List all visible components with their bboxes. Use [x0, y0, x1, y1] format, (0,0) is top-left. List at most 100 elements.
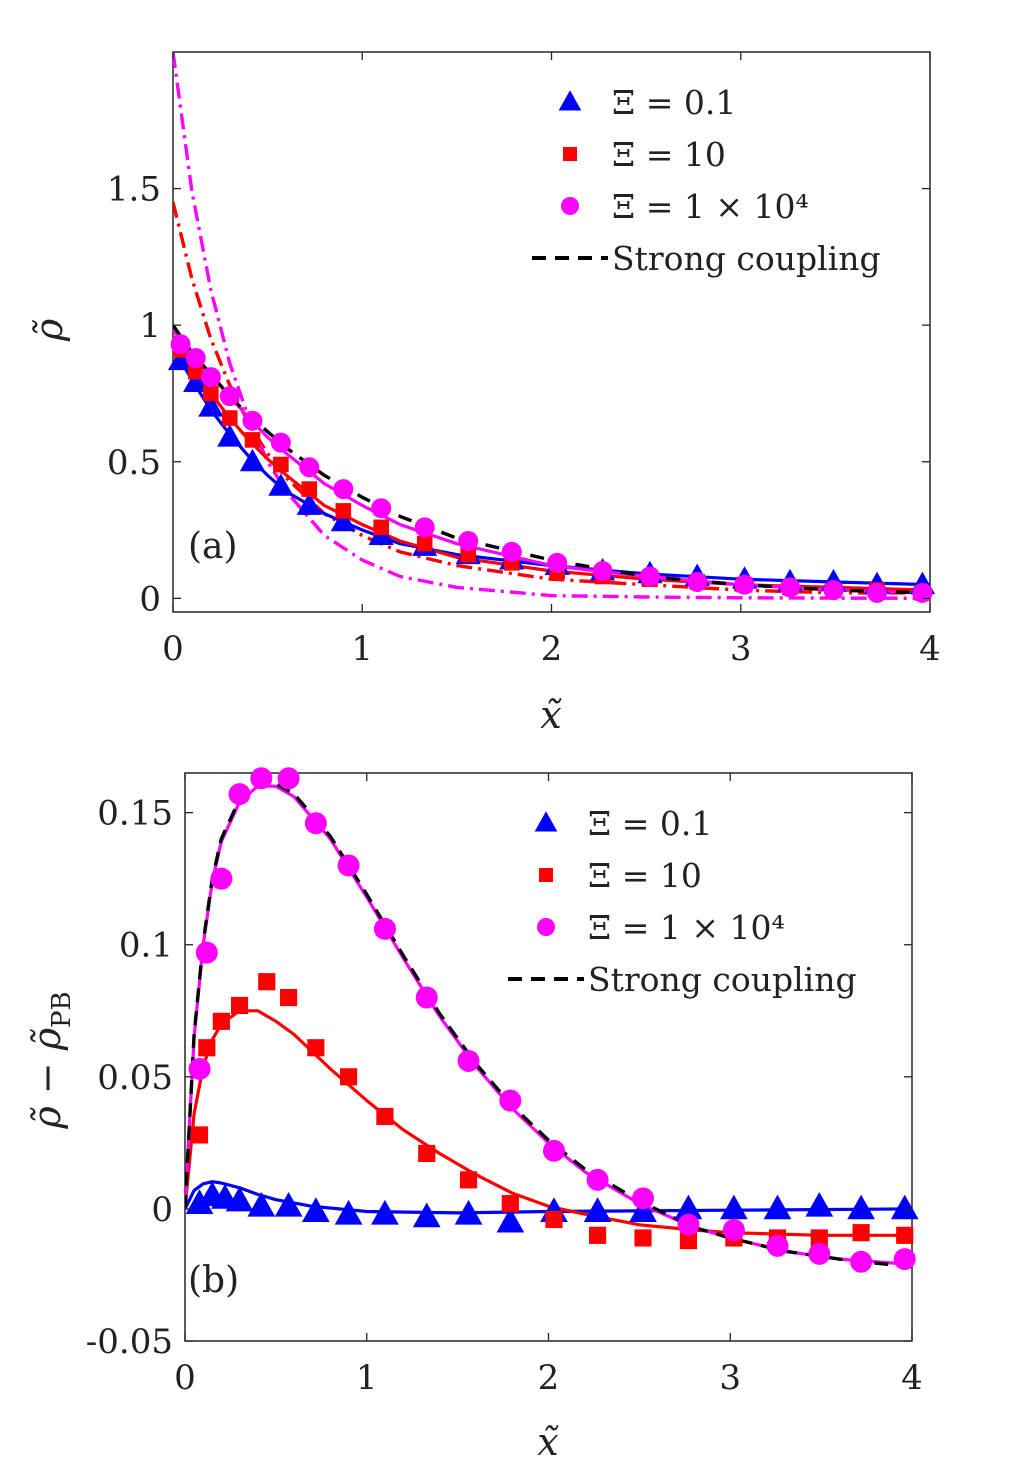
b-point-xi_0_1	[247, 1191, 276, 1217]
a-legend-swatch-xi_1e4	[561, 197, 579, 215]
a-point-xi_1e4	[639, 566, 660, 587]
b-point-xi_0_1	[496, 1207, 525, 1233]
a-point-xi_1e4	[371, 498, 392, 519]
b-point-xi_0_1	[674, 1194, 703, 1220]
a-point-xi_0_1	[198, 394, 224, 417]
b-point-xi_1e4	[808, 1242, 831, 1265]
b-point-xi_0_1	[334, 1199, 363, 1225]
panel-a-ylabel: ρ̃	[27, 318, 71, 342]
b-point-xi_0_1	[371, 1199, 399, 1225]
a-point-xi_1e4	[414, 517, 435, 538]
a-ytick-label: 1	[139, 306, 161, 346]
a-point-xi_10	[301, 481, 318, 497]
b-point-xi_10	[852, 1224, 870, 1242]
panel-b-ylabel-main: ρ̃ − ρ̃	[25, 1027, 69, 1129]
b-xtick-label: 4	[901, 1358, 923, 1398]
b-point-xi_10	[588, 1226, 607, 1244]
b-point-xi_10	[679, 1232, 698, 1250]
a-point-xi_10	[221, 410, 238, 426]
legend-a-label-xi-1e4: Ξ = 1 × 10⁴	[612, 187, 809, 226]
legend-b-label-xi-0-1: Ξ = 0.1	[588, 804, 712, 843]
a-point-xi_10	[273, 456, 289, 473]
b-point-xi_1e4	[277, 767, 300, 790]
a-point-xi_1e4	[779, 577, 800, 598]
panel-b-ylabel: ρ̃ − ρ̃PB	[25, 991, 77, 1129]
a-point-xi_0_1	[167, 347, 194, 371]
b-curve-strong-dashed	[185, 781, 912, 1269]
b-legend-swatch-xi_0_1	[534, 811, 558, 832]
a-point-xi_10	[187, 363, 204, 380]
b-point-xi_1e4	[228, 783, 251, 806]
b-point-xi_1e4	[632, 1187, 655, 1210]
a-point-xi_1e4	[200, 367, 221, 388]
b-curve-xi_1e4-solid	[185, 784, 912, 1266]
b-point-xi_1e4	[195, 941, 218, 964]
b-ytick-label: 0.05	[97, 1058, 173, 1098]
a-point-xi_1e4	[299, 457, 320, 478]
b-point-xi_1e4	[766, 1234, 789, 1257]
b-point-xi_1e4	[499, 1089, 522, 1112]
a-point-xi_10	[460, 546, 477, 563]
a-legend-swatch-xi_10	[562, 146, 578, 162]
b-ytick-label: -0.05	[86, 1322, 173, 1362]
b-xtick-label: 2	[538, 1358, 560, 1398]
panel-b-ylabel-sub: PB	[47, 991, 77, 1028]
legend-b-label-strong: Strong coupling	[588, 960, 857, 999]
a-point-xi_10	[335, 503, 352, 519]
b-point-xi_0_1	[720, 1194, 748, 1220]
b-point-xi_10	[307, 1039, 325, 1057]
b-point-xi_1e4	[210, 867, 233, 890]
a-point-xi_1e4	[592, 561, 613, 582]
panel-a-label: (a)	[188, 526, 238, 567]
legend-b-label-xi-1e4: Ξ = 1 × 10⁴	[588, 908, 785, 947]
a-point-xi_1e4	[170, 334, 191, 355]
b-point-xi_10	[339, 1068, 358, 1086]
b-point-xi_10	[418, 1144, 436, 1163]
panel-a: 0 1 2 3 4 0 0.5 1 1.5 (a) x̃ ρ̃ Ξ = 0.1 Ξ = 10 Ξ…	[27, 51, 941, 737]
a-point-xi_1e4	[242, 410, 263, 431]
b-point-xi_0_1	[302, 1197, 330, 1222]
b-point-xi_0_1	[225, 1186, 254, 1212]
b-point-xi_1e4	[586, 1168, 609, 1191]
a-point-xi_0_1	[217, 424, 243, 447]
b-point-xi_1e4	[415, 986, 438, 1009]
b-point-xi_10	[280, 988, 298, 1007]
a-point-xi_1e4	[501, 541, 522, 562]
legend-a-label-xi-10: Ξ = 10	[612, 135, 726, 174]
b-ytick-label: 0	[151, 1190, 173, 1230]
b-ytick-label: 0.15	[97, 794, 173, 834]
b-point-xi_10	[212, 1012, 230, 1030]
b-point-xi_0_1	[583, 1197, 612, 1222]
a-point-xi_10	[416, 535, 433, 552]
a-ytick-label: 0	[139, 579, 161, 619]
a-point-xi_0_1	[239, 448, 266, 472]
a-ytick-label: 1.5	[107, 170, 161, 210]
b-xtick-label: 1	[356, 1358, 378, 1398]
a-point-xi_1e4	[219, 386, 240, 407]
b-point-xi_1e4	[722, 1219, 745, 1242]
b-point-xi_10	[545, 1210, 563, 1229]
b-point-xi_1e4	[677, 1213, 700, 1236]
b-point-xi_10	[896, 1226, 914, 1244]
b-point-xi_1e4	[850, 1250, 873, 1273]
b-point-xi_0_1	[274, 1191, 303, 1217]
a-point-xi_1e4	[867, 582, 888, 603]
b-point-xi_0_1	[805, 1191, 834, 1217]
b-xtick-label: 0	[174, 1358, 196, 1398]
b-point-xi_0_1	[847, 1194, 875, 1220]
b-point-xi_10	[459, 1171, 478, 1189]
b-point-xi_1e4	[304, 812, 327, 835]
a-xtick-label: 0	[162, 629, 184, 669]
a-legend-swatch-xi_0_1	[558, 90, 582, 111]
a-point-xi_1e4	[687, 571, 708, 592]
a-point-xi_1e4	[912, 582, 933, 603]
a-point-xi_1e4	[734, 574, 755, 595]
b-point-xi_0_1	[412, 1202, 441, 1228]
a-xtick-label: 2	[541, 629, 563, 669]
a-point-xi_0_1	[268, 473, 294, 496]
a-point-xi_0_1	[296, 492, 322, 515]
a-point-xi_1e4	[185, 347, 206, 368]
b-point-xi_1e4	[457, 1049, 480, 1072]
b-point-xi_10	[810, 1229, 828, 1247]
